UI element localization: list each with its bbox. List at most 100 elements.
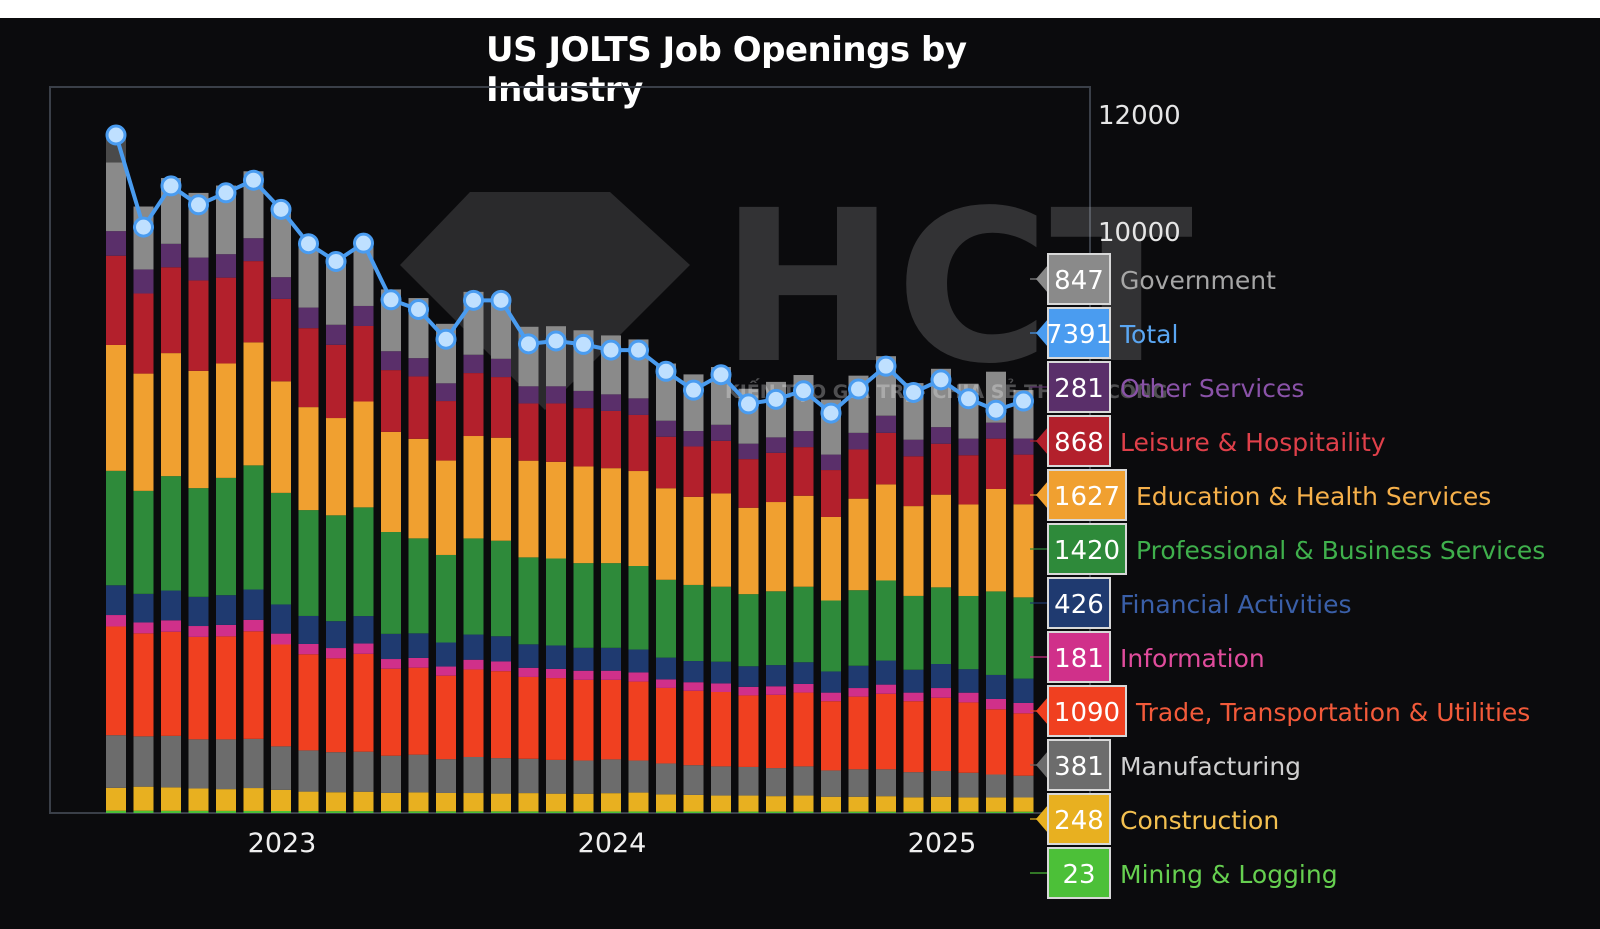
bar-professional-business-services bbox=[958, 595, 979, 670]
bar-other-services bbox=[628, 398, 649, 415]
bar-construction bbox=[188, 788, 209, 811]
bar-professional-business-services bbox=[628, 566, 649, 650]
bar-other-services bbox=[463, 354, 484, 374]
bar-education-health-services bbox=[793, 495, 814, 587]
bar-other-services bbox=[491, 358, 511, 378]
bar-manufacturing bbox=[766, 768, 786, 797]
total-point bbox=[463, 289, 484, 311]
bar-information bbox=[436, 666, 456, 676]
bar-other-services bbox=[298, 307, 319, 329]
bar-manufacturing bbox=[903, 772, 924, 798]
total-point bbox=[765, 388, 787, 410]
bar-professional-business-services bbox=[271, 492, 291, 605]
bar-leisure-hospitaility bbox=[683, 446, 704, 497]
bar-trade-transportation-utilities bbox=[793, 692, 814, 767]
bar-trade-transportation-utilities bbox=[958, 702, 979, 773]
bar-leisure-hospitaility bbox=[903, 456, 924, 507]
bar-mining-logging bbox=[821, 811, 841, 813]
bar-mining-logging bbox=[518, 811, 539, 813]
bar-other-services bbox=[986, 422, 1006, 439]
total-point bbox=[683, 379, 704, 401]
bar-manufacturing bbox=[601, 759, 621, 794]
bar-financial-activities bbox=[326, 621, 346, 649]
bar-construction bbox=[656, 794, 676, 812]
y-tick-label: 12000 bbox=[1098, 101, 1181, 131]
legend-value-education-health-services: 1627 bbox=[1054, 482, 1120, 512]
bar-mining-logging bbox=[848, 811, 869, 813]
bar-trade-transportation-utilities bbox=[216, 636, 236, 740]
bar-financial-activities bbox=[986, 674, 1006, 699]
bar-trade-transportation-utilities bbox=[1013, 713, 1034, 776]
bar-information bbox=[903, 692, 924, 702]
legend-value-other-services: 281 bbox=[1054, 374, 1104, 404]
bar-other-services bbox=[601, 394, 621, 411]
bar-trade-transportation-utilities bbox=[628, 681, 649, 761]
total-point bbox=[243, 169, 264, 191]
bar-information bbox=[106, 615, 126, 627]
bar-information bbox=[821, 692, 841, 702]
total-point bbox=[188, 194, 209, 216]
bar-leisure-hospitaility bbox=[408, 376, 429, 439]
bar-leisure-hospitaility bbox=[1013, 454, 1034, 505]
legend-value-box-manufacturing bbox=[1047, 739, 1111, 791]
bar-information bbox=[243, 619, 264, 632]
bar-trade-transportation-utilities bbox=[298, 654, 319, 751]
bar-professional-business-services bbox=[408, 538, 429, 634]
bar-financial-activities bbox=[628, 649, 649, 673]
bar-professional-business-services bbox=[188, 488, 209, 597]
bar-financial-activities bbox=[766, 665, 786, 687]
bar-information bbox=[766, 686, 786, 695]
bar-construction bbox=[271, 789, 291, 811]
bar-education-health-services bbox=[903, 506, 924, 596]
bar-trade-transportation-utilities bbox=[188, 636, 209, 740]
bar-other-services bbox=[133, 269, 154, 294]
bar-information bbox=[518, 667, 539, 677]
bar-leisure-hospitaility bbox=[491, 377, 511, 438]
bar-financial-activities bbox=[958, 669, 979, 693]
total-point bbox=[793, 380, 814, 402]
legend-label-mining-logging: Mining & Logging bbox=[1120, 860, 1338, 889]
legend-label-trade-transportation-utilities: Trade, Transportation & Utilities bbox=[1135, 698, 1530, 727]
bar-government bbox=[271, 210, 291, 278]
bar-other-services bbox=[931, 427, 951, 444]
bar-financial-activities bbox=[161, 590, 181, 621]
bar-professional-business-services bbox=[931, 587, 951, 665]
total-point bbox=[353, 232, 374, 254]
bar-construction bbox=[793, 795, 814, 812]
bar-financial-activities bbox=[931, 664, 951, 689]
bar-education-health-services bbox=[601, 468, 621, 564]
bar-other-services bbox=[243, 238, 264, 262]
bar-information bbox=[848, 688, 869, 697]
bar-information bbox=[298, 643, 319, 655]
legend-value-box-leisure-hospitaility bbox=[1047, 415, 1111, 467]
bar-financial-activities bbox=[381, 633, 401, 660]
bar-professional-business-services bbox=[298, 510, 319, 616]
legend-value-box-government bbox=[1047, 253, 1111, 305]
bar-trade-transportation-utilities bbox=[711, 691, 731, 767]
bar-information bbox=[491, 661, 511, 672]
bar-manufacturing bbox=[326, 752, 346, 793]
bar-professional-business-services bbox=[243, 465, 264, 590]
bar-leisure-hospitaility bbox=[738, 459, 759, 508]
bar-mining-logging bbox=[353, 811, 374, 813]
bar-professional-business-services bbox=[463, 538, 484, 635]
bar-professional-business-services bbox=[161, 476, 181, 591]
total-point bbox=[380, 289, 402, 311]
bar-leisure-hospitaility bbox=[243, 261, 264, 343]
legend-value-government: 847 bbox=[1054, 266, 1104, 296]
bar-information bbox=[601, 670, 621, 680]
bar-manufacturing bbox=[876, 769, 896, 797]
bar-mining-logging bbox=[408, 811, 429, 813]
bar-trade-transportation-utilities bbox=[353, 653, 374, 752]
bar-construction bbox=[408, 792, 429, 812]
bar-financial-activities bbox=[793, 662, 814, 684]
total-point bbox=[655, 360, 677, 382]
bar-leisure-hospitaility bbox=[986, 438, 1006, 489]
bar-trade-transportation-utilities bbox=[491, 671, 511, 759]
bar-manufacturing bbox=[848, 769, 869, 797]
legend-pointer bbox=[1036, 697, 1048, 725]
bar-construction bbox=[876, 796, 896, 812]
bar-other-services bbox=[793, 431, 814, 448]
bar-information bbox=[326, 648, 346, 659]
total-point bbox=[710, 364, 732, 386]
